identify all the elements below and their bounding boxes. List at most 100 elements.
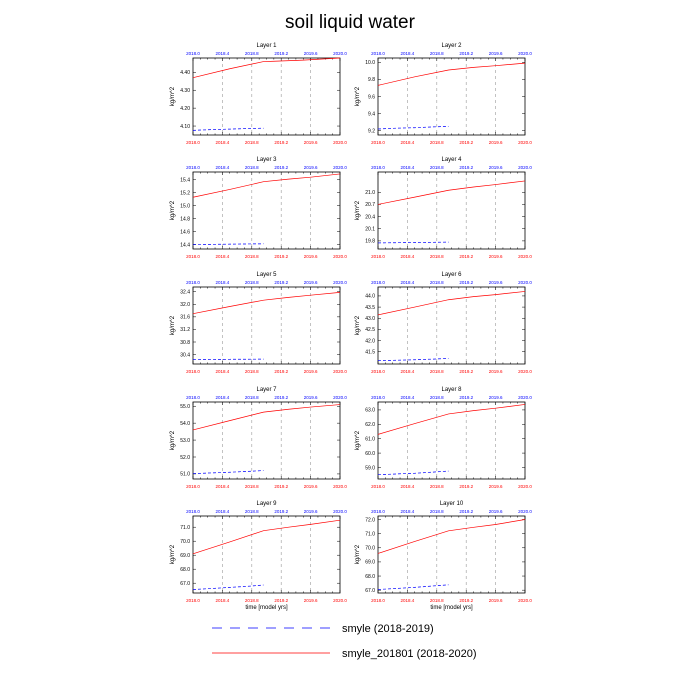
y-tick-label: 9.2	[368, 129, 375, 135]
y-tick-label: 20.1	[365, 227, 375, 233]
x-tick-label-top: 2018.0	[186, 509, 200, 514]
x-tick-label-top: 2018.8	[430, 395, 444, 400]
x-tick-label-top: 2018.0	[371, 395, 385, 400]
y-tick-label: 69.0	[180, 553, 190, 559]
series-line-smyle-201801	[192, 519, 341, 555]
x-tick-label-bottom: 2018.4	[216, 254, 230, 259]
x-tick-label-top: 2018.4	[401, 395, 415, 400]
x-tick-label-bottom: 2019.2	[459, 140, 473, 145]
series-line-smyle	[377, 470, 449, 476]
y-tick-label: 53.0	[180, 438, 190, 444]
y-tick-label: 71.0	[365, 531, 375, 537]
x-tick-label-bottom: 2019.2	[459, 369, 473, 374]
y-tick-label: 14.6	[180, 229, 190, 235]
series-line-smyle-201801	[192, 57, 341, 79]
y-tick-label: 20.4	[365, 214, 375, 220]
x-axis-label: time [model yrs]	[245, 605, 288, 611]
y-axis-label: kg/m^2	[170, 315, 176, 335]
x-tick-label-bottom: 2020.0	[518, 140, 532, 145]
x-tick-label-top: 2018.4	[401, 165, 415, 170]
x-tick-label-bottom: 2019.6	[489, 484, 503, 489]
x-tick-label-bottom: 2019.2	[274, 140, 288, 145]
y-tick-label: 63.0	[365, 408, 375, 414]
y-axis-label: kg/m^2	[355, 86, 361, 106]
y-axis-label: kg/m^2	[170, 544, 176, 564]
y-axis-label: kg/m^2	[170, 200, 176, 220]
x-tick-label-bottom: 2018.0	[186, 369, 200, 374]
series-line-smyle	[377, 126, 449, 130]
y-tick-label: 70.0	[180, 539, 190, 545]
x-tick-label-top: 2019.6	[489, 509, 503, 514]
x-tick-label-bottom: 2018.8	[430, 484, 444, 489]
figure-title: soil liquid water	[285, 12, 416, 33]
y-tick-label: 61.0	[365, 437, 375, 443]
x-tick-label-top: 2018.4	[216, 395, 230, 400]
y-tick-label: 43.0	[365, 316, 375, 322]
x-tick-label-bottom: 2018.8	[245, 254, 259, 259]
panel-title: Layer 3	[256, 157, 277, 163]
panel-layer-2: Layer 2 2018.0 2018.0 2018.4 2018.4 2018.8 201…	[355, 43, 532, 145]
x-tick-label-top: 2020.0	[333, 280, 347, 285]
x-tick-label-bottom: 2018.4	[216, 484, 230, 489]
x-tick-label-bottom: 2019.6	[304, 140, 318, 145]
x-tick-label-bottom: 2020.0	[518, 484, 532, 489]
plot-frame	[377, 286, 526, 365]
x-tick-label-top: 2018.4	[216, 280, 230, 285]
x-tick-label-top: 2018.8	[245, 395, 259, 400]
x-tick-label-bottom: 2020.0	[518, 598, 532, 603]
y-tick-label: 9.8	[368, 77, 375, 83]
x-tick-label-top: 2018.4	[216, 51, 230, 56]
x-tick-label-bottom: 2018.4	[401, 484, 415, 489]
y-tick-label: 4.40	[180, 70, 190, 76]
panel-layer-1: Layer 1 2018.0 2018.0 2018.4 2018.4 2018.8 201…	[170, 43, 347, 145]
y-axis-label: kg/m^2	[355, 315, 361, 335]
y-tick-label: 15.2	[180, 191, 190, 197]
y-tick-label: 44.0	[365, 294, 375, 300]
panel-layer-10: Layer 10 2018.0 2018.0 2018.4 2018.4 2018.8 20…	[355, 501, 532, 611]
x-tick-label-top: 2018.0	[186, 280, 200, 285]
x-tick-label-bottom: 2018.8	[430, 140, 444, 145]
series-line-smyle	[192, 470, 264, 474]
x-tick-label-top: 2019.6	[489, 395, 503, 400]
series-line-smyle-201801	[377, 180, 526, 205]
y-tick-label: 68.0	[365, 574, 375, 580]
x-tick-label-top: 2019.2	[274, 509, 288, 514]
y-tick-label: 52.0	[180, 455, 190, 461]
x-tick-label-bottom: 2018.8	[245, 140, 259, 145]
x-tick-label-bottom: 2020.0	[333, 484, 347, 489]
x-tick-label-top: 2018.8	[245, 51, 259, 56]
x-tick-label-top: 2018.4	[401, 509, 415, 514]
series-line-smyle	[377, 584, 449, 590]
panel-title: Layer 1	[256, 43, 277, 49]
x-tick-label-top: 2019.2	[459, 51, 473, 56]
x-tick-label-top: 2018.0	[371, 509, 385, 514]
y-tick-label: 41.5	[365, 350, 375, 356]
series-line-smyle	[192, 243, 264, 245]
x-tick-label-bottom: 2019.2	[274, 598, 288, 603]
x-tick-label-bottom: 2019.2	[459, 598, 473, 603]
panel-title: Layer 10	[440, 501, 464, 507]
panel-title: Layer 4	[441, 157, 462, 163]
x-tick-label-top: 2020.0	[518, 509, 532, 514]
y-axis-label: kg/m^2	[355, 200, 361, 220]
x-tick-label-bottom: 2019.6	[304, 598, 318, 603]
y-tick-label: 21.0	[365, 190, 375, 196]
panel-layer-5: Layer 5 2018.0 2018.0 2018.4 2018.4 2018.8 201…	[170, 272, 347, 374]
y-tick-label: 70.0	[365, 546, 375, 552]
x-tick-label-top: 2020.0	[333, 51, 347, 56]
plot-frame	[192, 171, 341, 250]
y-tick-label: 20.7	[365, 202, 375, 208]
x-tick-label-bottom: 2018.0	[186, 598, 200, 603]
x-tick-label-top: 2020.0	[518, 395, 532, 400]
y-tick-label: 42.0	[365, 338, 375, 344]
x-tick-label-bottom: 2018.0	[186, 254, 200, 259]
x-tick-label-top: 2018.4	[401, 51, 415, 56]
x-tick-label-top: 2019.6	[304, 165, 318, 170]
panel-title: Layer 2	[441, 43, 462, 49]
x-tick-label-bottom: 2019.6	[489, 369, 503, 374]
x-tick-label-top: 2018.8	[245, 280, 259, 285]
x-tick-label-bottom: 2018.0	[371, 598, 385, 603]
x-tick-label-top: 2018.8	[430, 165, 444, 170]
x-tick-label-bottom: 2020.0	[333, 254, 347, 259]
